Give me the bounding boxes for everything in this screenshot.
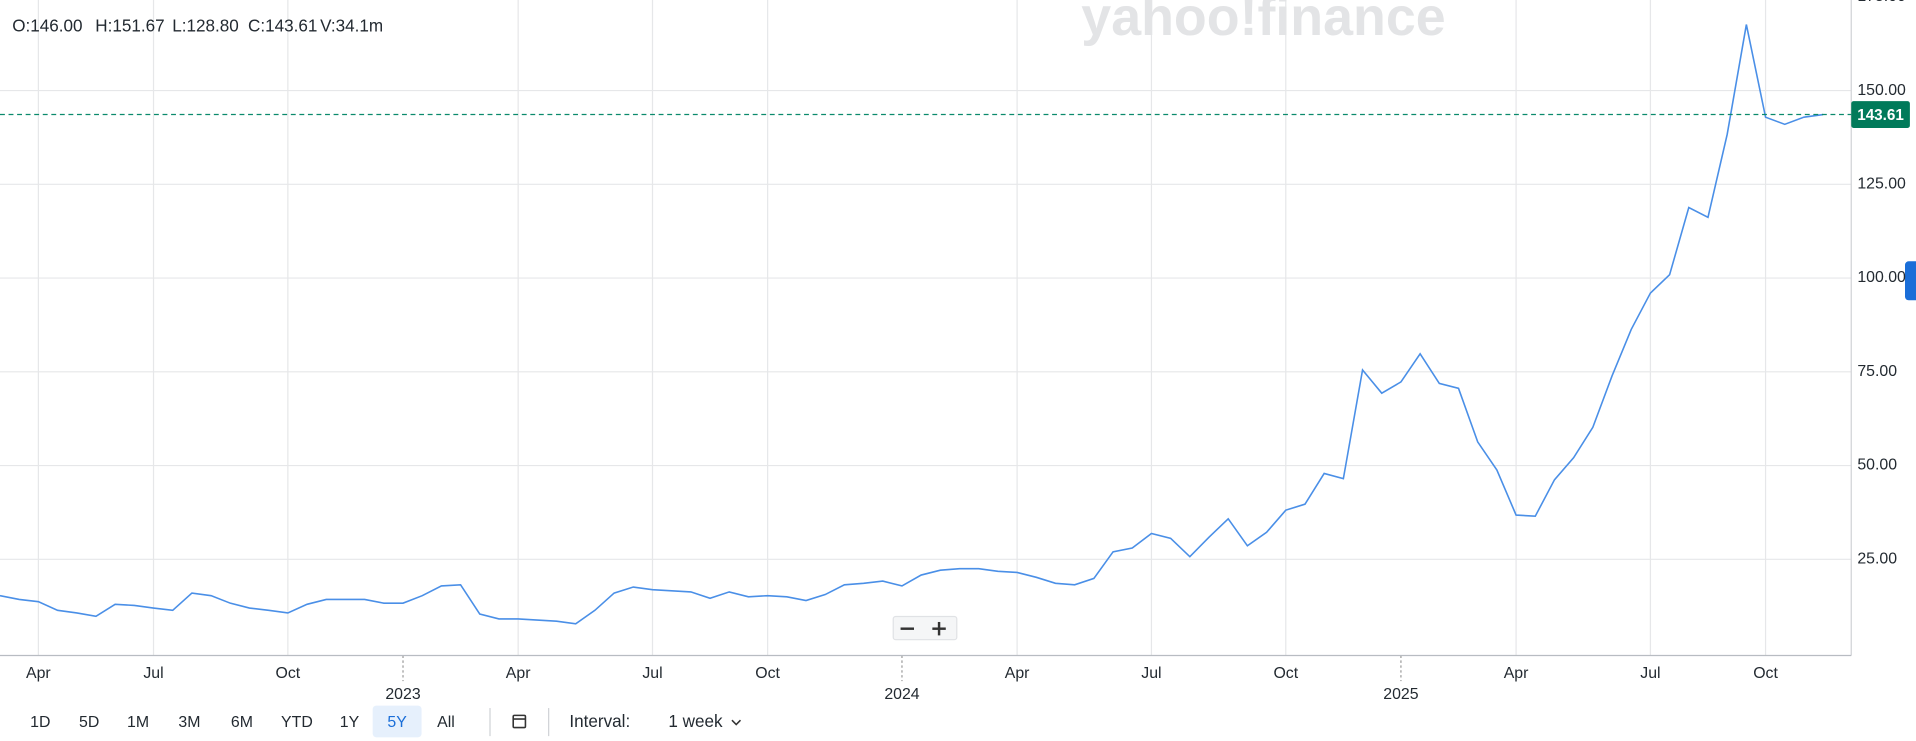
x-tick-label: Apr [1005, 665, 1030, 682]
x-tick-label: 2024 [884, 686, 919, 703]
x-tick-label: Apr [506, 665, 531, 682]
price-line [0, 24, 1824, 625]
x-tick-label: Oct [755, 665, 780, 682]
range-button[interactable]: 1Y [340, 714, 360, 731]
x-tick-label: Jul [642, 665, 662, 682]
ohlc-legend: O:146.00 H:151.67 L:128.80 C:143.61 V:34.1m [12, 16, 383, 35]
range-button-selected-bg [372, 705, 422, 738]
x-tick-label: Jul [143, 665, 163, 682]
range-button[interactable]: 5Y [387, 714, 407, 731]
y-tick-label: 100.00 [1857, 269, 1906, 286]
calendar-icon[interactable] [512, 714, 527, 729]
interval-value[interactable]: 1 week [668, 712, 723, 731]
zoom-box [892, 615, 958, 641]
range-button[interactable]: 1M [127, 714, 149, 731]
range-button[interactable]: 1D [30, 714, 50, 731]
interval-chevron[interactable] [731, 719, 742, 726]
range-button[interactable]: 5D [79, 714, 99, 731]
y-tick-label: 75.00 [1857, 363, 1897, 380]
interval-label: Interval: [569, 712, 630, 731]
zoom-controls[interactable] [892, 615, 958, 641]
ohlc-value: L:128.80 [172, 16, 239, 35]
watermark: yahoo!finance [1081, 0, 1445, 47]
range-button[interactable]: 6M [231, 714, 253, 731]
ohlc-value: V:34.1m [320, 16, 383, 35]
x-tick-label: Oct [1753, 665, 1778, 682]
side-panel-tab[interactable] [1905, 261, 1916, 301]
ohlc-value: H:151.67 [95, 16, 164, 35]
y-tick-label: 25.00 [1857, 550, 1897, 567]
range-button[interactable]: 3M [178, 714, 200, 731]
range-buttons: 1D 5D 1M 3M 6M YTD 1Y 5Y All [30, 705, 455, 738]
y-tick-label: 50.00 [1857, 457, 1897, 474]
plot: 143.61 [0, 24, 1910, 625]
range-button[interactable]: YTD [281, 714, 313, 731]
x-tick-label: Jul [1640, 665, 1660, 682]
y-tick-label: 125.00 [1857, 176, 1906, 193]
grid [0, 0, 1852, 682]
x-tick-label: Oct [276, 665, 301, 682]
last-price-badge [1851, 101, 1910, 128]
y-tick-label: 150.00 [1857, 82, 1906, 99]
last-price-label: 143.61 [1857, 107, 1904, 124]
x-tick-label: Apr [1504, 665, 1529, 682]
x-tick-label: Jul [1141, 665, 1161, 682]
x-tick-label: 2023 [385, 686, 420, 703]
ohlc-value: O:146.00 [12, 16, 82, 35]
range-button[interactable]: All [437, 714, 455, 731]
x-tick-label: Apr [26, 665, 51, 682]
ohlc-value: C:143.61 [248, 16, 317, 35]
y-tick-label: 175.00 [1857, 0, 1906, 5]
x-tick-label: 2025 [1383, 686, 1418, 703]
x-tick-label: Oct [1273, 665, 1298, 682]
